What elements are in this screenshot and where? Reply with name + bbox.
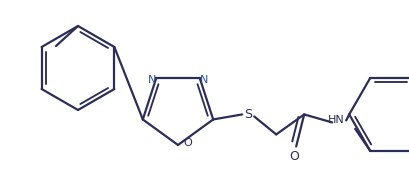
- Text: N: N: [148, 75, 156, 85]
- Text: S: S: [244, 108, 252, 121]
- Text: O: O: [184, 138, 192, 148]
- Text: HN: HN: [328, 115, 344, 125]
- Text: N: N: [200, 75, 208, 85]
- Text: O: O: [289, 150, 299, 163]
